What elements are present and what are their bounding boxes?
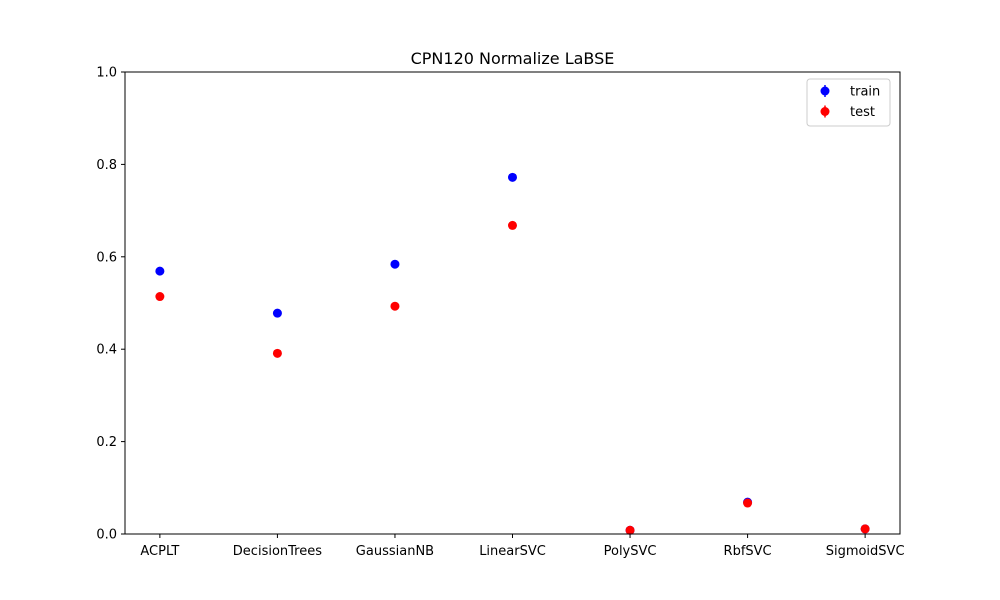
data-point-test [272, 348, 282, 358]
data-point-test [390, 301, 400, 311]
x-tick-label: SigmoidSVC [826, 544, 905, 559]
chart-title: CPN120 Normalize LaBSE [411, 49, 615, 68]
x-tick-label: GaussianNB [356, 544, 434, 559]
legend-label: test [850, 105, 875, 120]
data-point-train [390, 259, 400, 269]
legend-marker [820, 86, 830, 96]
legend-marker [820, 107, 830, 116]
x-tick-label: LinearSVC [479, 544, 546, 559]
y-tick-label: 0.4 [96, 343, 117, 358]
data-point-test [860, 524, 870, 534]
data-point-test [625, 525, 635, 535]
x-tick-label: PolySVC [604, 544, 657, 559]
data-points [155, 172, 870, 535]
legend-label: train [850, 85, 880, 100]
y-tick-label: 0.6 [96, 250, 117, 265]
y-tick-label: 0.0 [96, 528, 117, 543]
data-point-test [508, 220, 517, 230]
axis-ticks: ACPLT DecisionTrees GaussianNB LinearSVC Pol… [96, 66, 904, 560]
data-point-test [155, 292, 165, 302]
x-tick-label: RbfSVC [724, 544, 772, 559]
data-point-train [155, 266, 165, 276]
data-point-test [743, 498, 753, 508]
data-point-train [508, 172, 517, 182]
y-tick-label: 1.0 [96, 66, 117, 81]
y-tick-label: 0.8 [96, 158, 117, 173]
legend: train test [806, 78, 891, 127]
y-tick-label: 0.2 [96, 435, 117, 450]
x-tick-label: ACPLT [140, 544, 179, 559]
data-point-train [272, 308, 282, 318]
plot-area-frame [124, 71, 901, 535]
x-tick-label: DecisionTrees [233, 544, 322, 559]
